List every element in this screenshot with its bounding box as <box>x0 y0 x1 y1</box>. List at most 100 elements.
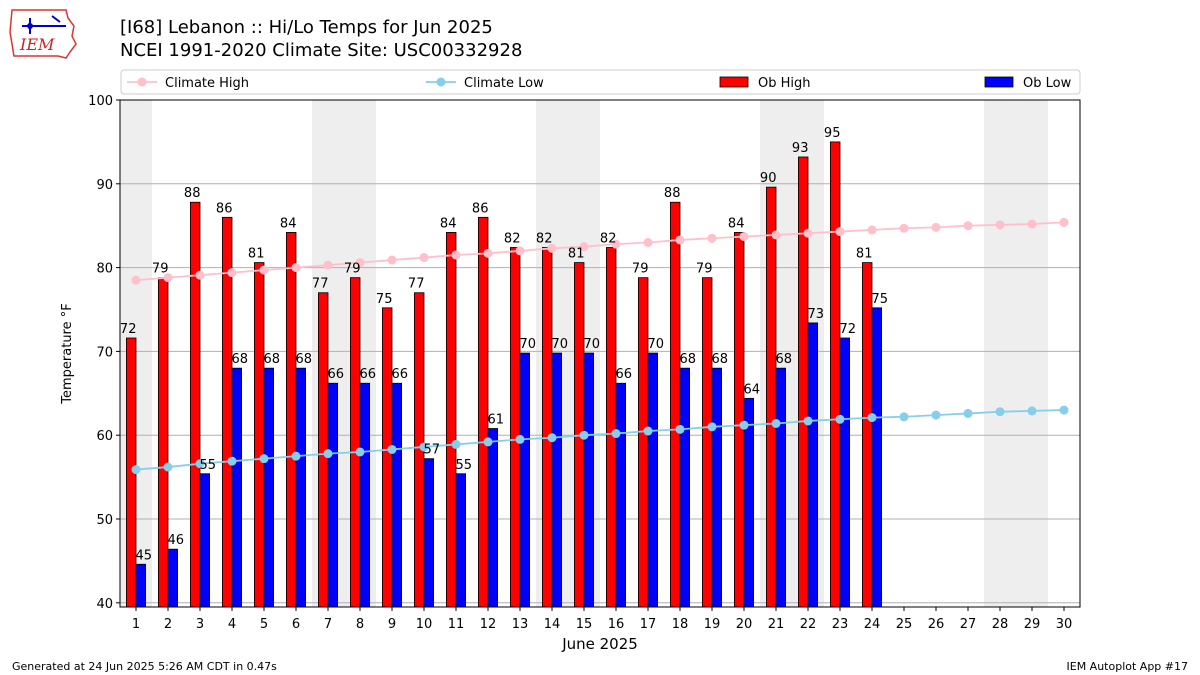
ob-low-bar-1 <box>135 563 147 608</box>
legend-label-3: Ob Low <box>1023 76 1072 91</box>
y-tick-label-60: 60 <box>96 429 113 444</box>
weekend-band-29 <box>1016 100 1048 607</box>
climate-low-point-29 <box>1027 406 1037 416</box>
legend-label-0: Climate High <box>165 76 249 91</box>
x-tick-label-1: 1 <box>132 617 140 632</box>
x-tick-label-5: 5 <box>260 617 268 632</box>
ob-high-label-13: 82 <box>504 231 521 246</box>
ob-low-label-6: 68 <box>296 352 313 367</box>
ob-low-bar-13 <box>519 352 531 608</box>
ob-high-label-10: 77 <box>408 277 425 292</box>
weekend-band-28 <box>984 100 1016 607</box>
climate-high-point-4 <box>227 268 237 278</box>
x-tick-label-21: 21 <box>768 617 785 632</box>
ob-low-label-18: 68 <box>680 352 697 367</box>
climate-high-point-23 <box>835 227 845 237</box>
ob-high-bar-18 <box>670 201 681 608</box>
generated-note: Generated at 24 Jun 2025 5:26 AM CDT in … <box>12 660 277 673</box>
ob-low-bar-18 <box>679 367 691 608</box>
climate-low-point-6 <box>291 451 301 461</box>
ob-high-bar-6 <box>285 232 297 608</box>
ob-high-bar-17 <box>638 277 649 608</box>
ob-low-label-10: 57 <box>424 443 441 458</box>
ob-high-label-6: 84 <box>280 216 297 231</box>
ob-low-bar-24 <box>871 307 883 608</box>
ob-high-label-11: 84 <box>440 216 457 231</box>
ob-low-bar-10 <box>423 458 435 608</box>
ob-low-bar-14 <box>551 352 563 608</box>
x-tick-label-20: 20 <box>736 617 753 632</box>
climate-low-point-18 <box>675 424 685 434</box>
climate-high-point-1 <box>131 275 141 285</box>
x-tick-label-27: 27 <box>960 617 977 632</box>
ob-low-label-23: 72 <box>840 322 857 337</box>
ob-low-label-21: 68 <box>776 352 793 367</box>
x-tick-label-17: 17 <box>640 617 657 632</box>
climate-low-point-19 <box>707 422 717 432</box>
climate-high-point-6 <box>291 263 301 273</box>
ob-high-label-4: 86 <box>216 201 233 216</box>
ob-high-label-2: 79 <box>152 262 169 277</box>
ob-high-label-24: 81 <box>856 247 873 262</box>
ob-high-label-23: 95 <box>824 126 841 141</box>
ob-low-label-12: 61 <box>488 413 505 428</box>
climate-high-point-16 <box>611 239 621 249</box>
ob-low-label-22: 73 <box>808 307 825 322</box>
ob-low-bar-4 <box>231 367 243 608</box>
ob-high-label-16: 82 <box>600 231 617 246</box>
climate-low-point-27 <box>963 408 973 418</box>
climate-high-point-29 <box>1027 219 1037 229</box>
climate-high-point-20 <box>739 232 749 242</box>
ob-low-label-5: 68 <box>264 352 281 367</box>
climate-low-point-20 <box>739 420 749 430</box>
ob-low-label-3: 55 <box>200 458 217 473</box>
ob-low-bar-19 <box>711 367 723 608</box>
x-tick-label-23: 23 <box>832 617 849 632</box>
climate-high-point-17 <box>643 237 653 247</box>
ob-low-label-20: 64 <box>744 382 761 397</box>
climate-low-point-23 <box>835 414 845 424</box>
climate-high-point-5 <box>259 265 269 275</box>
climate-low-point-24 <box>867 413 877 423</box>
climate-high-point-14 <box>547 243 557 253</box>
chart-title: [I68] Lebanon :: Hi/Lo Temps for Jun 202… <box>120 17 493 38</box>
climate-high-point-25 <box>899 223 909 233</box>
x-tick-label-28: 28 <box>992 617 1009 632</box>
ob-low-label-13: 70 <box>520 337 537 352</box>
ob-low-bar-7 <box>327 382 339 608</box>
ob-low-bar-2 <box>167 548 179 608</box>
ob-low-label-19: 68 <box>712 352 729 367</box>
climate-high-point-13 <box>515 246 525 256</box>
x-tick-label-19: 19 <box>704 617 721 632</box>
ob-low-label-7: 66 <box>328 367 345 382</box>
climate-low-point-10 <box>419 442 429 452</box>
ob-low-bar-9 <box>391 382 403 608</box>
ob-high-bar-8 <box>349 277 361 608</box>
ob-low-label-4: 68 <box>232 352 249 367</box>
climate-high-point-19 <box>707 233 717 243</box>
ob-high-bar-19 <box>702 277 713 608</box>
x-tick-label-8: 8 <box>356 617 364 632</box>
ob-low-bar-3 <box>199 473 211 608</box>
climate-high-point-9 <box>387 255 397 265</box>
climate-low-point-25 <box>899 412 909 422</box>
climate-low-point-28 <box>995 407 1005 417</box>
ob-low-bar-8 <box>359 382 371 608</box>
ob-high-label-19: 79 <box>696 262 713 277</box>
climate-high-line <box>135 221 1065 282</box>
y-tick-label-50: 50 <box>96 513 113 528</box>
x-tick-label-11: 11 <box>448 617 465 632</box>
ob-high-label-5: 81 <box>248 247 265 262</box>
climate-low-point-17 <box>643 426 653 436</box>
climate-low-line <box>135 409 1065 471</box>
ob-low-label-1: 45 <box>136 548 153 563</box>
ob-high-label-21: 90 <box>760 171 777 186</box>
legend-label-2: Ob High <box>758 76 811 91</box>
ob-low-bar-21 <box>775 367 787 608</box>
ob-low-label-2: 46 <box>168 533 185 548</box>
climate-high-point-2 <box>163 273 173 283</box>
app-credit: IEM Autoplot App #17 <box>1066 660 1189 673</box>
climate-high-point-22 <box>803 228 813 238</box>
x-tick-label-2: 2 <box>164 617 172 632</box>
